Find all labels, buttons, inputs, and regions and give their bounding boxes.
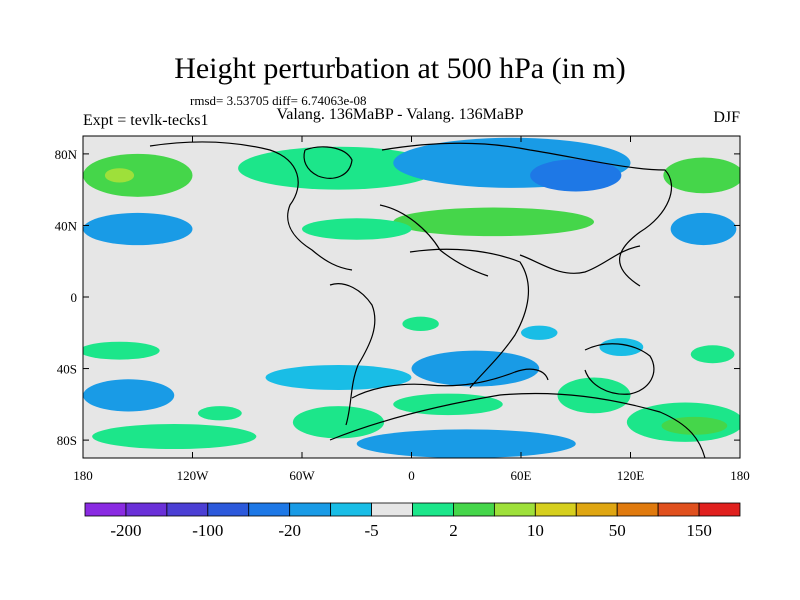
perturbation-region: [83, 341, 160, 360]
perturbation-region: [661, 416, 728, 435]
coastline-southern-continent: [351, 368, 549, 399]
colorbar-label: 50: [609, 521, 626, 540]
colorbar-label: 150: [686, 521, 712, 540]
perturbation-region: [663, 157, 740, 194]
season-label: DJF: [713, 109, 740, 126]
perturbation-region: [83, 379, 175, 412]
x-tick-label: 180: [73, 468, 93, 483]
colorbar-swatch: [657, 502, 700, 517]
colorbar-swatch: [453, 502, 495, 517]
colorbar-swatch: [125, 502, 168, 517]
x-tick-label: 120W: [177, 468, 210, 483]
colorbar-swatch: [575, 502, 618, 517]
colorbar-swatch: [330, 502, 372, 517]
colorbar-swatch: [289, 502, 332, 517]
coastline-india-asia: [519, 245, 641, 274]
perturbation-region: [302, 218, 412, 240]
perturbation-region: [104, 168, 135, 183]
perturbation-region: [521, 325, 558, 340]
perturbation-region: [356, 429, 576, 458]
colorbar-swatch: [493, 502, 536, 517]
colorbar-swatch: [248, 502, 291, 517]
coastline-australia: [584, 343, 655, 395]
perturbation-region: [530, 159, 622, 192]
y-tick-label: 80N: [55, 147, 78, 162]
coastline-eurasia: [381, 142, 673, 287]
x-tick-label: 60E: [511, 468, 532, 483]
coastline-north-america: [149, 141, 353, 271]
coastline-africa: [409, 248, 530, 389]
perturbation-region: [292, 406, 385, 439]
perturbation-region: [92, 424, 257, 450]
x-tick-label: 60W: [289, 468, 315, 483]
perturbation-region: [557, 377, 631, 414]
perturbation-region: [83, 153, 193, 197]
perturbation-region: [411, 350, 540, 387]
perturbation-region: [393, 207, 594, 237]
colorbar-label: -20: [278, 521, 301, 540]
coastline-south-america: [329, 283, 376, 426]
y-tick-label: 0: [71, 290, 78, 305]
perturbation-region: [265, 364, 412, 391]
colorbar-label: 10: [527, 521, 544, 540]
experiment-label: Expt = tevlk-tecks1: [83, 112, 209, 129]
colorbar-swatch: [698, 502, 741, 517]
perturbation-region: [402, 316, 439, 331]
y-tick-label: 80S: [57, 433, 77, 448]
perturbation-region: [238, 146, 439, 190]
colorbar-swatch: [166, 502, 209, 517]
colorbar-label: -100: [192, 521, 223, 540]
y-tick-label: 40N: [55, 218, 78, 233]
colorbar-label: 2: [449, 521, 458, 540]
chart-title: Height perturbation at 500 hPa (in m): [174, 52, 626, 85]
x-tick-label: 0: [408, 468, 415, 483]
rmsd-stats: rmsd= 3.53705 diff= 6.74063e-08: [190, 93, 367, 108]
x-tick-label: 180: [730, 468, 750, 483]
coastline-europe: [379, 204, 489, 277]
coastline-antarctica: [329, 392, 706, 458]
colorbar-swatch: [616, 502, 659, 517]
perturbation-region: [83, 212, 193, 246]
x-tick-label: 120E: [617, 468, 645, 483]
coastline-greenland: [303, 146, 353, 179]
colorbar-swatch: [84, 502, 127, 517]
colorbar-swatch: [412, 502, 454, 517]
colorbar-swatch: [534, 502, 577, 517]
colorbar-label: -200: [110, 521, 141, 540]
perturbation-region: [690, 345, 735, 364]
colorbar-swatch: [207, 502, 250, 517]
comparison-label: Valang. 136MaBP - Valang. 136MaBP: [276, 106, 524, 123]
y-tick-label: 40S: [57, 362, 77, 377]
colorbar-label: -5: [364, 521, 378, 540]
colorbar-swatch: [371, 502, 413, 517]
perturbation-region: [670, 212, 737, 246]
perturbation-region: [197, 406, 242, 421]
perturbation-region: [599, 338, 644, 357]
